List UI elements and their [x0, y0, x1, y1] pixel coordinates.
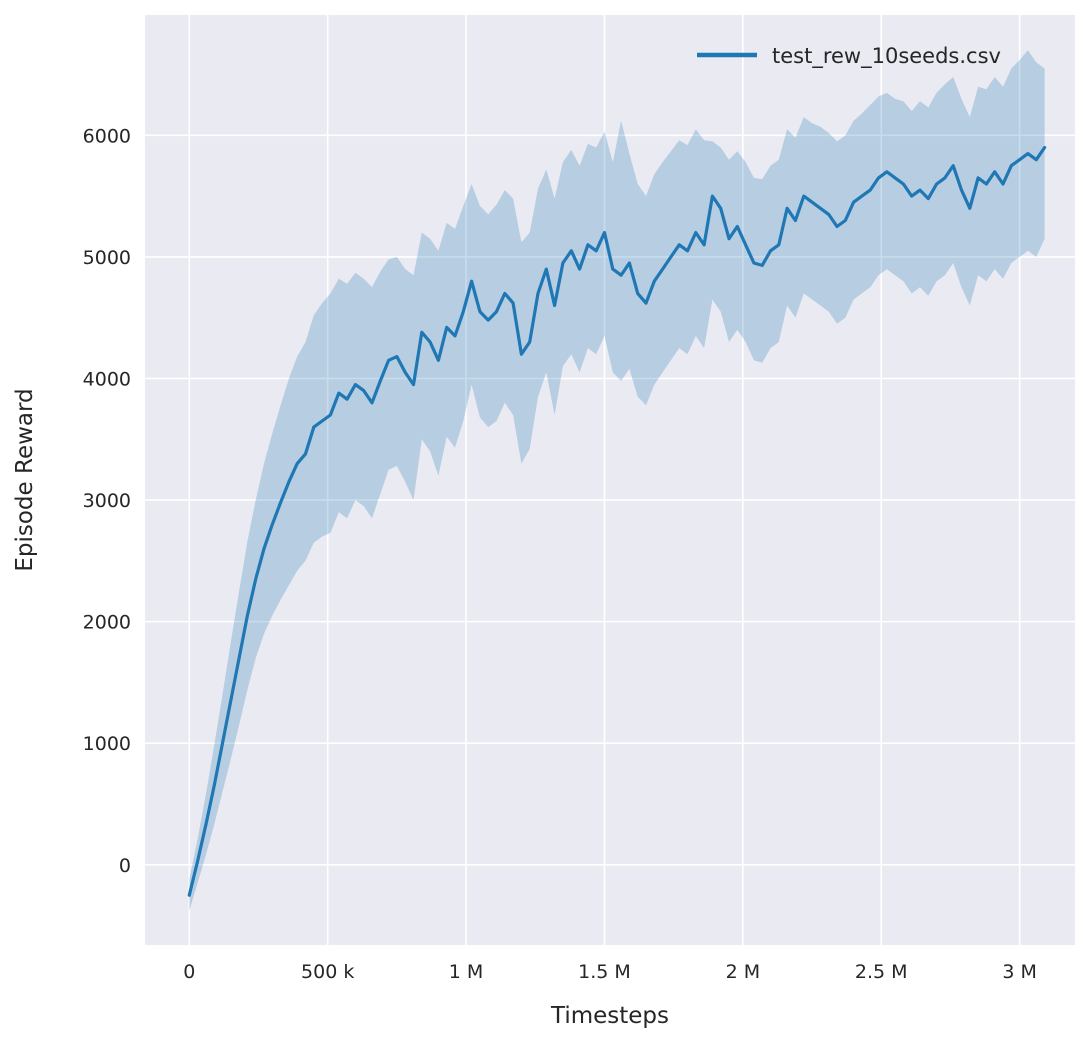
y-tick-labels: 0 1000 2000 3000 4000 5000 6000 — [83, 125, 131, 876]
plot-area — [145, 15, 1075, 945]
x-tick-label: 500 k — [301, 961, 354, 983]
x-tick-label: 1.5 M — [578, 961, 631, 983]
x-tick-label: 1 M — [449, 961, 484, 983]
legend-label: test_rew_10seeds.csv — [772, 44, 1001, 69]
mean-line — [187, 145, 1047, 897]
y-tick-label: 4000 — [83, 368, 131, 390]
series-band — [189, 50, 1045, 912]
x-tick-label: 0 — [183, 961, 195, 983]
plot-background — [145, 15, 1075, 945]
x-tick-label: 3 M — [1002, 961, 1037, 983]
x-tick-label: 2 M — [726, 961, 761, 983]
x-tick-label: 2.5 M — [855, 961, 908, 983]
x-tick-labels: 0 500 k 1 M 1.5 M 2 M 2.5 M 3 M — [183, 961, 1037, 983]
y-tick-label: 2000 — [83, 612, 131, 634]
y-tick-label: 0 — [119, 855, 131, 877]
gridlines — [145, 15, 1075, 945]
y-axis-label: Episode Reward — [12, 388, 38, 571]
y-tick-label: 1000 — [83, 733, 131, 755]
legend: test_rew_10seeds.csv — [697, 44, 1001, 69]
series-line — [187, 145, 1047, 897]
y-tick-label: 3000 — [83, 490, 131, 512]
confidence-band — [189, 50, 1045, 912]
y-tick-label: 5000 — [83, 247, 131, 269]
x-axis-label: Timesteps — [550, 1003, 669, 1029]
y-tick-label: 6000 — [83, 125, 131, 147]
